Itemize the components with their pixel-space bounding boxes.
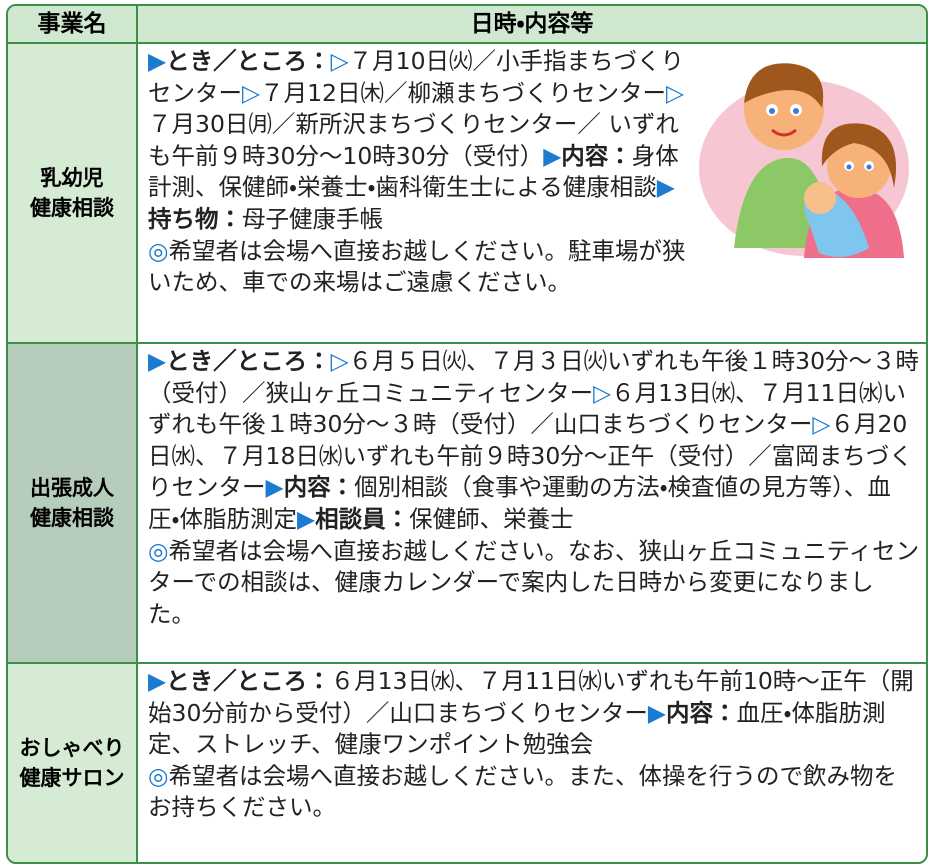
row-name-line: 健康相談	[30, 196, 114, 220]
note-text: 希望者は会場へ直接お越しください。また、体操を行うので飲み物をお持ちください。	[148, 761, 898, 822]
row-body: ▶とき／ところ：▷６月５日㈫、７月３日㈫いずれも午後１時30分～３時（受付）／狭…	[138, 344, 926, 662]
schedule-table: 事業名 日時・内容等 乳幼児 健康相談 ▶とき／ところ：▷７月10日㈫／	[6, 4, 928, 864]
note-text: ◎	[148, 761, 169, 790]
content-text: 内容：	[283, 473, 355, 502]
content-text: ▶	[656, 173, 675, 202]
row-body: ▶とき／ところ：６月13日㈬、７月11日㈬いずれも午前10時～正午（開始30分前…	[138, 664, 926, 862]
table-header: 事業名 日時・内容等	[8, 6, 926, 44]
row-name: おしゃべり健康サロン	[8, 664, 138, 862]
note-text: ◎	[148, 236, 169, 265]
table-row: おしゃべり 健康サロン ▶とき／ところ：６月13日㈬、７月11日㈬いずれも午前10…	[8, 664, 926, 862]
content-text: ▶	[647, 698, 666, 727]
row-note: ◎希望者は会場へ直接お越しください。駐車場が狭いため、車での来場はご遠慮ください…	[148, 237, 686, 297]
row-content: ▶とき／ところ：▷６月５日㈫、７月３日㈫いずれも午後１時30分～３時（受付）／狭…	[148, 347, 919, 533]
note-text: ◎	[148, 536, 169, 565]
table-row: 出張成人 健康相談 ▶とき／ところ：▷６月５日㈫、７月３日㈫いずれも午後１時30分…	[8, 344, 926, 664]
row-name-line: 健康相談	[30, 506, 114, 530]
content-text: 相談員：	[315, 504, 410, 533]
content-text: ６月13日㈬、７月11日㈬いずれも午後１時30分～３時（受付）／山口まちづくりセ…	[148, 378, 906, 439]
header-cell: 日時・内容等	[470, 11, 594, 37]
content-text: ▶	[543, 141, 562, 170]
content-text: ▶	[297, 504, 316, 533]
content-text: 持ち物：	[148, 204, 242, 233]
content-text: ７月12日㈭／柳瀬まちづくりセンター	[260, 78, 666, 107]
row-name-line: おしゃべり	[19, 736, 125, 760]
content-text: 血圧・体脂肪測定、ストレッチ、健康ワンポイント勉強会	[148, 698, 886, 759]
row-note: ◎希望者は会場へ直接お越しください。また、体操を行うので飲み物をお持ちください。	[148, 762, 897, 822]
content-text: ▷	[242, 78, 261, 107]
content-text: ７月30日㈪／新所沢まちづくりセンター／ いずれも午前９時30分～10時30分（…	[148, 110, 679, 170]
content-text: ６月13日㈬、７月11日㈬いずれも午前10時～正午（開始30分前から受付）／山口…	[148, 667, 914, 727]
content-text: 内容：	[665, 698, 737, 727]
content-text: 内容：	[561, 141, 632, 170]
row-content: ▶とき／ところ：６月13日㈬、７月11日㈬いずれも午前10時～正午（開始30分前…	[148, 667, 914, 758]
content-text: ▷	[812, 410, 831, 439]
content-text: 母子健康手帳	[242, 204, 383, 233]
content-text: 身体計測、保健師・栄養士・歯科衛生士による健康相談	[148, 141, 679, 202]
content-text: ▷	[593, 378, 612, 407]
family-illustration	[699, 63, 909, 258]
content-text: ▶	[265, 473, 284, 502]
content-text: ６月20日㈬、７月18日㈬いずれも午前９時30分～正午（受付）／富岡まちづくりセ…	[148, 410, 913, 502]
row-content: ▶とき／ところ：▷７月10日㈫／小手指まちづくりセンター▷７月12日㈭／柳瀬まち…	[148, 47, 684, 233]
content-text: ▶	[148, 667, 167, 695]
row-name-line: 健康サロン	[19, 766, 125, 790]
content-text: ７月10日㈫／小手指まちづくりセンター	[148, 47, 685, 107]
content-text: ▷	[330, 347, 349, 375]
content-text: 個別相談（食事や運動の方法・検査値の見方等）、血圧・体脂肪測定	[148, 473, 891, 533]
row-note: ◎希望者は会場へ直接お越しください。なお、狭山ヶ丘コミュニティセンターでの相談は…	[148, 537, 919, 628]
content-text: 保健師、栄養士	[409, 504, 574, 533]
row-name: 出張成人 健康相談	[8, 344, 138, 662]
content-text: ▷	[665, 78, 685, 107]
note-text: 希望者は会場へ直接お越しください。なお、狭山ヶ丘コミュニティセンターでの相談は、…	[148, 536, 920, 628]
content-text: とき／ところ：	[166, 47, 331, 75]
note-text: 希望者は会場へ直接お越しください。駐車場が狭いため、車での来場はご遠慮ください。	[148, 236, 686, 297]
content-text: とき／ところ：	[166, 667, 331, 695]
row-name-line: 出張成人	[30, 476, 114, 500]
content-text: ▷	[330, 47, 349, 75]
row-name-line: 乳幼児	[40, 166, 104, 190]
row-name: 乳幼児 健康相談	[8, 44, 138, 342]
header-cell: 事業名	[8, 6, 138, 42]
row-body: ▶とき／ところ：▷７月10日㈫／小手指まちづくりセンター▷７月12日㈭／柳瀬まち…	[138, 44, 926, 342]
content-text: ▶	[148, 347, 167, 375]
content-text: ６月５日㈫、７月３日㈫いずれも午後１時30分～３時（受付）／狭山ヶ丘コミュニティ…	[148, 347, 920, 407]
content-text: ▶	[148, 47, 167, 75]
content-text: とき／ところ：	[166, 347, 331, 375]
table-row: 乳幼児 健康相談 ▶とき／ところ：▷７月10日㈫／小手指まちづくりセンター▷７月1…	[8, 44, 926, 344]
